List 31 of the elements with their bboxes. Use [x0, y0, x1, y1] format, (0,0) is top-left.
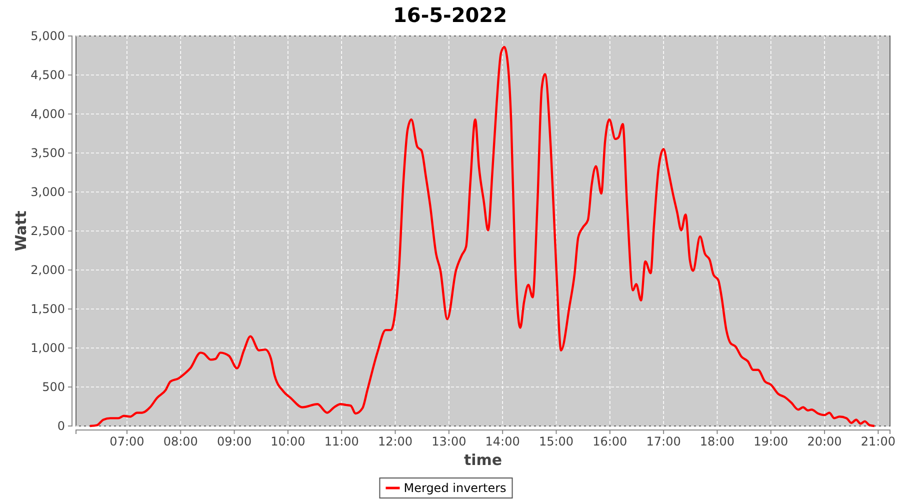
line-series — [88, 46, 876, 428]
y-tick-label: 0 — [57, 418, 65, 433]
y-tick-label: 2,500 — [30, 224, 65, 238]
y-tick-label: 4,000 — [30, 106, 65, 121]
y-tick-label: 1,500 — [30, 302, 65, 316]
x-tick-label: 11:00 — [324, 434, 359, 449]
x-tick-label: 19:00 — [754, 434, 788, 449]
y-tick-label: 500 — [42, 380, 65, 394]
y-tick-label: 3,000 — [30, 184, 65, 199]
x-tick-label: 08:00 — [163, 434, 198, 449]
x-tick-label: 13:00 — [432, 434, 466, 449]
x-tick-label: 10:00 — [270, 434, 306, 449]
x-tick-label: 12:00 — [378, 434, 413, 449]
x-tick-label: 07:00 — [110, 434, 144, 449]
y-tick-label: 3,500 — [30, 146, 65, 160]
y-tick-label: 4,500 — [30, 68, 65, 82]
x-tick-label: 16:00 — [592, 434, 628, 449]
y-tick-label: 5,000 — [30, 28, 65, 43]
y-axis-title: Watt — [12, 210, 30, 252]
x-tick-label: 18:00 — [700, 434, 735, 449]
y-tick-label: 2,000 — [30, 262, 65, 277]
x-tick-label: 09:00 — [216, 434, 252, 449]
x-tick-label: 17:00 — [646, 434, 681, 449]
chart-title: 16-5-2022 — [392, 3, 508, 27]
x-tick-label: 20:00 — [807, 434, 842, 449]
x-tick-label: 14:00 — [485, 434, 520, 449]
x-tick-label: 15:00 — [538, 434, 574, 449]
y-tick-label: 1,000 — [30, 340, 65, 355]
x-tick-label: 21:00 — [860, 434, 896, 449]
legend-label: Merged inverters — [404, 481, 506, 495]
x-axis-title: time — [464, 451, 502, 469]
